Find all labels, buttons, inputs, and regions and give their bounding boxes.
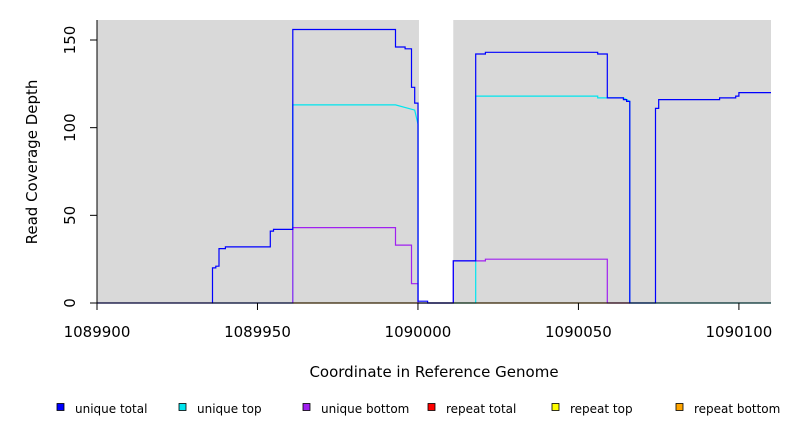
- legend-swatch: [551, 403, 560, 411]
- legend-swatch: [178, 403, 187, 411]
- y-tick-label: 50: [61, 206, 79, 225]
- y-tick-label: 150: [61, 26, 79, 55]
- legend-label: repeat top: [570, 402, 633, 416]
- x-axis-title: Coordinate in Reference Genome: [309, 363, 558, 381]
- legend-swatch: [675, 403, 684, 411]
- x-tick-label: 1090100: [705, 323, 772, 341]
- legend-label: repeat total: [446, 402, 516, 416]
- y-axis-title: Read Coverage Depth: [23, 80, 41, 245]
- legend-item-repeat-top: repeat top: [551, 402, 633, 416]
- legend-swatch: [427, 403, 436, 411]
- legend-item-repeat-bottom: repeat bottom: [675, 402, 780, 416]
- legend-item-repeat-total: repeat total: [427, 402, 516, 416]
- legend-item-unique-total: unique total: [56, 402, 147, 416]
- legend-label: unique total: [75, 402, 147, 416]
- x-tick-label: 1089900: [64, 323, 131, 341]
- x-tick-label: 1090000: [385, 323, 452, 341]
- legend-swatch: [56, 403, 65, 411]
- y-tick-label: 0: [61, 298, 79, 308]
- legend-swatch: [302, 403, 311, 411]
- legend-label: repeat bottom: [694, 402, 780, 416]
- gap-region: [418, 20, 454, 303]
- axes-layer: 1089900 1089950 1090000 1090050 1090100 0 50 10…: [61, 20, 772, 341]
- x-tick-label: 1090050: [545, 323, 612, 341]
- legend-item-unique-top: unique top: [178, 402, 262, 416]
- x-tick-label: 1089950: [224, 323, 291, 341]
- y-tick-label: 100: [61, 113, 79, 142]
- legend-label: unique top: [197, 402, 262, 416]
- legend-label: unique bottom: [321, 402, 409, 416]
- legend: unique total unique top unique bottom repea…: [56, 402, 780, 416]
- legend-item-unique-bottom: unique bottom: [302, 402, 409, 416]
